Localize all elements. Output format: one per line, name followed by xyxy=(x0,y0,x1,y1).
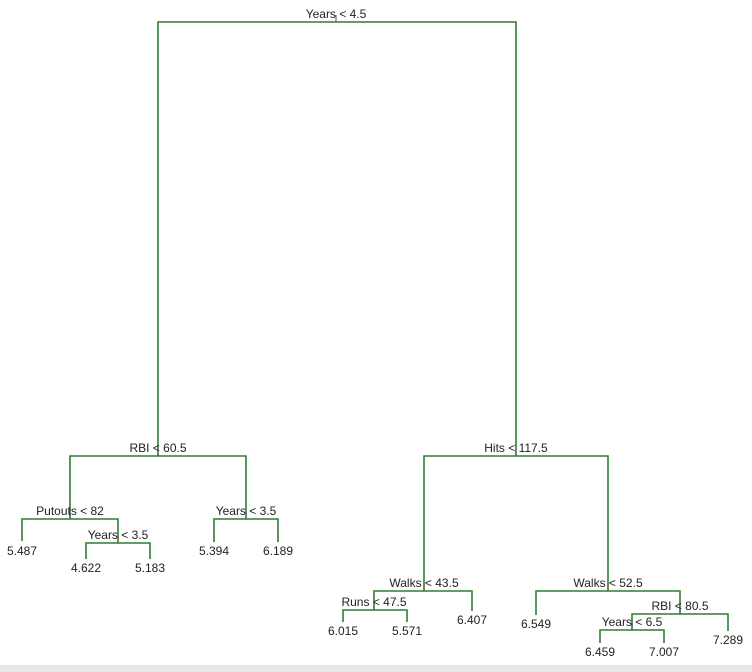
leaf-value: 4.622 xyxy=(71,561,101,575)
bottom-bar xyxy=(0,665,752,672)
leaf-value: 6.189 xyxy=(263,544,293,558)
branch xyxy=(342,609,408,622)
split-label: Walks < 43.5 xyxy=(389,576,459,590)
leaf-value: 6.015 xyxy=(328,624,358,638)
split-label: Years < 3.5 xyxy=(88,528,149,542)
branch xyxy=(157,21,517,456)
split-label: Hits < 117.5 xyxy=(484,441,548,455)
branch xyxy=(373,590,473,611)
leaf-value: 6.549 xyxy=(521,617,551,631)
leaf-value: 5.571 xyxy=(392,624,422,638)
leaf-value: 7.289 xyxy=(713,633,743,647)
split-label: Runs < 47.5 xyxy=(341,595,406,609)
split-label: Putouts < 82 xyxy=(36,504,104,518)
split-label: RBI < 60.5 xyxy=(129,441,186,455)
leaf-value: 5.487 xyxy=(7,544,37,558)
leaf-value: 6.407 xyxy=(457,613,487,627)
split-label: Years < 3.5 xyxy=(216,504,277,518)
split-label: Walks < 52.5 xyxy=(573,576,643,590)
leaf-value: 5.183 xyxy=(135,561,165,575)
leaf-value: 5.394 xyxy=(199,544,229,558)
split-label: Years < 4.5 xyxy=(306,7,367,21)
split-label: RBI < 80.5 xyxy=(651,599,708,613)
leaf-value: 6.459 xyxy=(585,645,615,659)
split-label: Years < 6.5 xyxy=(602,615,663,629)
leaf-value: 7.007 xyxy=(649,645,679,659)
